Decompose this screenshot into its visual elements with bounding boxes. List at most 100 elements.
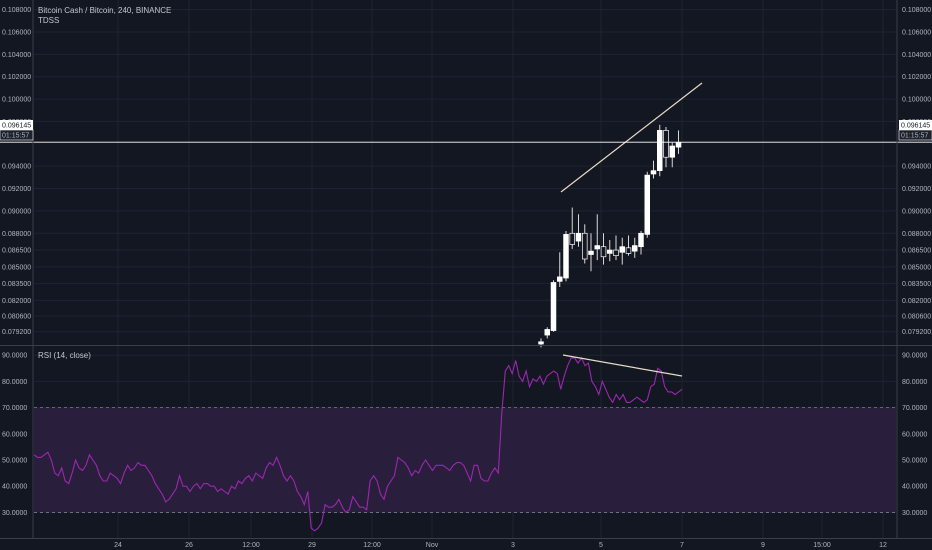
price-tick-label-left: 0.102000 xyxy=(2,74,31,81)
rsi-line[interactable] xyxy=(33,356,683,532)
last-price-label-left: 0.096145 xyxy=(2,123,31,130)
time-tick-label: 7 xyxy=(680,542,684,549)
rsi-tick-label-left: 70.0000 xyxy=(2,405,27,412)
candle[interactable] xyxy=(663,127,669,168)
price-tick-label-left: 0.079200 xyxy=(2,329,31,336)
candle[interactable] xyxy=(619,237,625,265)
candle[interactable] xyxy=(613,235,619,261)
candle[interactable] xyxy=(569,207,575,249)
rsi-tick-label-right: 30.0000 xyxy=(902,510,927,517)
rsi-label[interactable]: RSI (14, close) xyxy=(38,351,91,360)
candle-body-up xyxy=(538,341,544,345)
price-tick-label-right: 0.104000 xyxy=(902,52,931,59)
price-trendline[interactable] xyxy=(560,82,703,193)
candle[interactable] xyxy=(638,231,644,255)
price-tick-label-left: 0.083500 xyxy=(2,281,31,288)
price-tick-label-right: 0.090000 xyxy=(902,208,931,215)
price-tick-label-left: 0.092000 xyxy=(2,186,31,193)
price-tick-label-left: 0.088000 xyxy=(2,231,31,238)
candle[interactable] xyxy=(625,235,632,256)
candle-body-down xyxy=(613,249,619,256)
candle-body-down xyxy=(663,130,669,158)
candle-body-down xyxy=(600,246,607,258)
candle-body-up xyxy=(656,130,663,171)
price-tick-label-right: 0.079200 xyxy=(902,329,931,336)
price-tick-label-right: 0.106000 xyxy=(902,29,931,36)
candle-body-down xyxy=(581,232,588,260)
price-tick-label-right: 0.080600 xyxy=(902,314,931,321)
price-tick-label-left: 0.090000 xyxy=(2,208,31,215)
rsi-trendline[interactable] xyxy=(562,354,683,377)
price-tick-label-left: 0.094000 xyxy=(2,164,31,171)
candle-body-up xyxy=(669,145,675,158)
rsi-tick-label-left: 40.0000 xyxy=(2,484,27,491)
price-tick-label-right: 0.102000 xyxy=(902,74,931,81)
candle-body-up xyxy=(588,250,594,255)
candle[interactable] xyxy=(563,231,569,282)
price-axis[interactable]: 0.108000 0.108000 0.106000 0.106000 0.104000… xyxy=(2,7,931,336)
rsi-tick-label-left: 80.0000 xyxy=(2,379,27,386)
time-tick-label: 3 xyxy=(511,542,515,549)
candle[interactable] xyxy=(544,327,550,339)
price-tick-label-left: 0.080600 xyxy=(2,314,31,321)
candle-body-down xyxy=(569,232,575,245)
candle-body-up xyxy=(650,170,657,175)
price-tick-label-left: 0.106000 xyxy=(2,29,31,36)
candle-body-up xyxy=(544,329,550,336)
time-tick-label: 29 xyxy=(308,542,316,549)
candle[interactable] xyxy=(656,124,663,177)
price-tick-label-right: 0.088000 xyxy=(902,231,931,238)
candle[interactable] xyxy=(669,142,675,168)
time-axis[interactable]: 24 26 12:00 29 12:00 Nov 3 5 7 9 15:00 12 xyxy=(114,542,887,549)
price-tick-label-right: 0.092000 xyxy=(902,186,931,193)
rsi-tick-label-right: 70.0000 xyxy=(902,405,927,412)
time-tick-label: 26 xyxy=(185,542,193,549)
last-price-label-right: 0.096145 xyxy=(901,123,930,130)
candle-body-down xyxy=(625,247,632,254)
candle[interactable] xyxy=(556,252,563,287)
rsi-overbought-oversold-band xyxy=(34,407,896,513)
candle-body-up xyxy=(563,234,569,279)
price-tick-label-left: 0.086500 xyxy=(2,248,31,255)
rsi-tick-label-left: 90.0000 xyxy=(2,353,27,360)
rsi-tick-label-right: 60.0000 xyxy=(902,431,927,438)
candle[interactable] xyxy=(600,233,607,265)
last-price-tag-left: 0.096145 01:15:57 xyxy=(0,120,34,141)
candle[interactable] xyxy=(594,214,600,261)
price-tick-label-right: 0.082000 xyxy=(902,298,931,305)
candle[interactable] xyxy=(588,233,594,272)
price-tick-label-right: 0.085000 xyxy=(902,264,931,271)
candle[interactable] xyxy=(581,224,588,264)
candle[interactable] xyxy=(575,214,582,247)
rsi-tick-label-left: 50.0000 xyxy=(2,458,27,465)
price-tick-label-left: 0.085000 xyxy=(2,264,31,271)
candle-body-up xyxy=(631,245,638,252)
rsi-axis[interactable]: 90.0000 90.0000 80.0000 80.0000 70.0000 70.00… xyxy=(2,353,927,517)
candle[interactable] xyxy=(631,237,638,258)
candle[interactable] xyxy=(644,171,650,238)
candles[interactable] xyxy=(538,124,682,348)
candle-body-up xyxy=(556,276,563,282)
candle[interactable] xyxy=(650,160,657,179)
last-price-tag-right: 0.096145 01:15:57 xyxy=(898,120,932,141)
price-tick-label-left: 0.108000 xyxy=(2,7,31,14)
symbol-title[interactable]: Bitcoin Cash / Bitcoin, 240, BINANCE xyxy=(38,6,171,15)
rsi-tick-label-right: 90.0000 xyxy=(902,353,927,360)
candle-body-up xyxy=(638,232,644,248)
candle-body-up xyxy=(619,246,625,253)
candle-body-up xyxy=(550,282,557,331)
price-tick-label-right: 0.083500 xyxy=(902,281,931,288)
candle-body-up xyxy=(594,245,600,250)
countdown-label-right: 01:15:57 xyxy=(901,133,928,140)
candle[interactable] xyxy=(606,239,613,262)
time-tick-label: 12 xyxy=(879,542,887,549)
rsi-tick-label-right: 80.0000 xyxy=(902,379,927,386)
time-tick-label: 9 xyxy=(761,542,765,549)
rsi-tick-label-left: 30.0000 xyxy=(2,510,27,517)
price-tick-label-left: 0.100000 xyxy=(2,97,31,104)
candle[interactable] xyxy=(550,280,557,332)
indicator-label[interactable]: TDSS xyxy=(38,16,59,25)
candle-body-up xyxy=(575,232,582,242)
